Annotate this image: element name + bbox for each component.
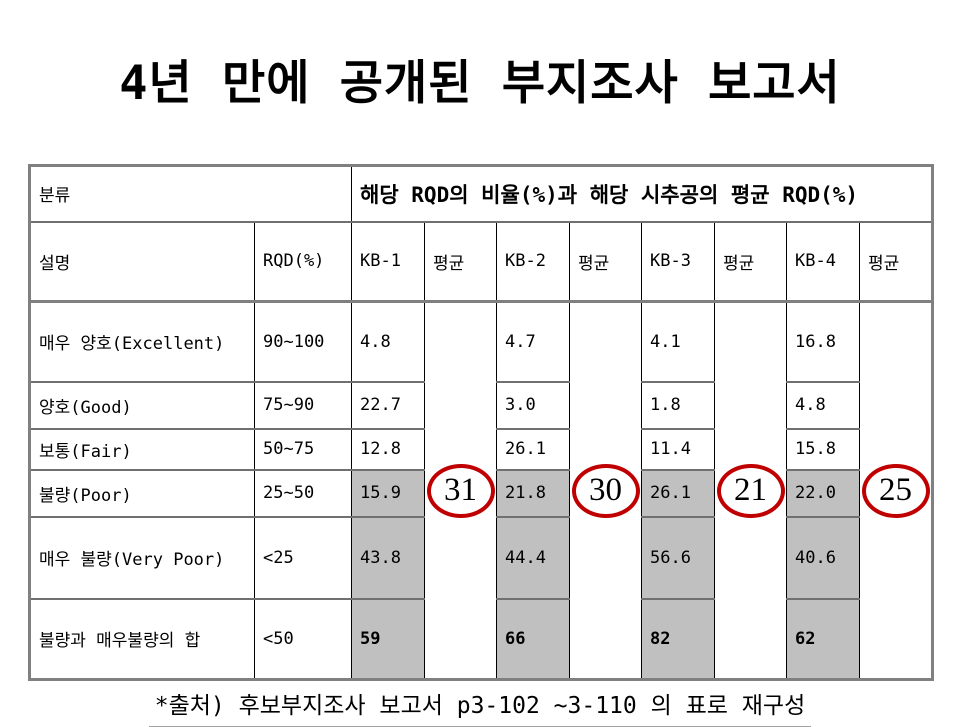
- page-title: 4년 만에 공개된 부지조사 보고서: [119, 56, 841, 111]
- red-circle-annotation: 31: [426, 463, 495, 518]
- category-label-cell: 양호(Good): [29, 380, 255, 429]
- kb1-value-cell: 4.8: [351, 300, 425, 382]
- kb3-header-cell: KB-3: [641, 221, 715, 303]
- table-row-excellent: 매우 양호(Excellent) 90~100 4.8 31 4.7 30 4.…: [29, 300, 934, 680]
- source-footnote-text: *출처) 후보부지조사 보고서 p3-102 ~3-110 의 표로 재구성: [148, 686, 812, 727]
- kb1-value-cell: 15.9: [351, 468, 425, 517]
- kb1-average-cell: 31: [424, 300, 497, 680]
- rqd-range-cell: <50: [254, 597, 352, 680]
- kb2-average-value: 30: [589, 472, 622, 508]
- kb1-value-cell: 43.8: [351, 515, 425, 599]
- kb3-value-cell: 26.1: [641, 468, 715, 517]
- kb4-header-cell: KB-4: [786, 221, 860, 303]
- kb2-value-cell: 26.1: [496, 427, 570, 470]
- table-row-poor-sum: 불량과 매우불량의 합 <50 59 66 82 62: [29, 597, 933, 680]
- rqd-range-cell: 90~100: [254, 300, 352, 382]
- kb3-value-cell: 82: [641, 597, 715, 680]
- kb3-value-cell: 1.8: [641, 380, 715, 429]
- kb2-value-cell: 4.7: [496, 300, 570, 382]
- desc-header-cell: 설명: [29, 221, 255, 303]
- category-label-cell: 불량과 매우불량의 합: [29, 597, 255, 680]
- kb1-value-cell: 12.8: [351, 427, 425, 470]
- kb2-value-cell: 66: [496, 597, 570, 680]
- kb4-average-value: 25: [879, 472, 913, 508]
- kb1-average-value: 31: [444, 472, 477, 508]
- rqd-range-cell: 50~75: [254, 427, 352, 470]
- category-label-cell: 보통(Fair): [29, 427, 255, 470]
- kb3-average-cell: 21: [714, 300, 787, 680]
- rqd-header-cell: RQD(%): [254, 221, 352, 303]
- kb4-value-cell: 40.6: [786, 515, 860, 599]
- avg2-header-cell: 평균: [569, 221, 642, 303]
- table-header-row-1: 분류 해당 RQD의 비율(%)과 해당 시추공의 평균 RQD(%): [29, 165, 934, 223]
- category-label-cell: 매우 양호(Excellent): [29, 300, 255, 382]
- category-label-cell: 불량(Poor): [29, 468, 255, 517]
- main-header-cell: 해당 RQD의 비율(%)과 해당 시추공의 평균 RQD(%): [350, 165, 934, 223]
- kb3-average-value: 21: [734, 472, 767, 508]
- kb4-value-cell: 22.0: [786, 468, 860, 517]
- kb2-header-cell: KB-2: [496, 221, 570, 303]
- red-circle-annotation: 21: [716, 463, 785, 518]
- red-circle-annotation: 25: [861, 463, 930, 518]
- rqd-range-cell: <25: [254, 515, 352, 599]
- avg3-header-cell: 평균: [714, 221, 787, 303]
- category-label-cell: 매우 불량(Very Poor): [29, 515, 255, 599]
- kb2-average-cell: 30: [569, 300, 642, 680]
- kb3-value-cell: 56.6: [641, 515, 715, 599]
- kb2-value-cell: 44.4: [496, 515, 570, 599]
- avg4-header-cell: 평균: [858, 221, 934, 303]
- kb4-value-cell: 4.8: [786, 380, 860, 429]
- kb2-value-cell: 3.0: [496, 380, 570, 429]
- rqd-range-cell: 25~50: [254, 468, 352, 517]
- avg1-header-cell: 평균: [424, 221, 497, 303]
- kb4-value-cell: 15.8: [786, 427, 860, 470]
- table-row-good: 양호(Good) 75~90 22.7 3.0 1.8 4.8: [29, 380, 933, 429]
- kb4-value-cell: 62: [786, 597, 860, 680]
- table-header-row-2: 설명 RQD(%) KB-1 평균 KB-2 평균 KB-3 평균 KB-4 평…: [29, 221, 934, 303]
- kb2-value-cell: 21.8: [496, 468, 570, 517]
- rqd-range-cell: 75~90: [254, 380, 352, 429]
- classification-header-cell: 분류: [29, 165, 352, 223]
- table-row-poor: 불량(Poor) 25~50 15.9 21.8 26.1 22.0: [29, 468, 933, 517]
- kb1-header-cell: KB-1: [351, 221, 425, 303]
- kb3-value-cell: 4.1: [641, 300, 715, 382]
- source-footnote: *출처) 후보부지조사 보고서 p3-102 ~3-110 의 표로 재구성: [0, 686, 960, 727]
- kb4-average-cell: 25: [858, 300, 934, 680]
- kb1-value-cell: 59: [351, 597, 425, 680]
- table-row-very-poor: 매우 불량(Very Poor) <25 43.8 44.4 56.6 40.6: [29, 515, 933, 599]
- table-row-fair: 보통(Fair) 50~75 12.8 26.1 11.4 15.8: [29, 427, 933, 470]
- kb3-value-cell: 11.4: [641, 427, 715, 470]
- rqd-table: 분류 해당 RQD의 비율(%)과 해당 시추공의 평균 RQD(%) 설명 R…: [28, 164, 935, 681]
- red-circle-annotation: 30: [571, 463, 640, 518]
- kb1-value-cell: 22.7: [351, 380, 425, 429]
- kb4-value-cell: 16.8: [786, 300, 860, 382]
